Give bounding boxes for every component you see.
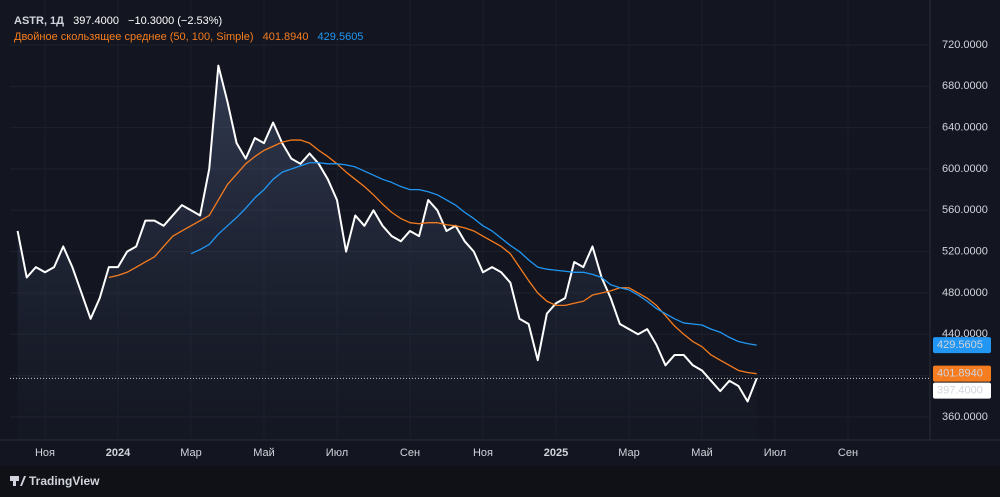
value-tag	[933, 382, 991, 399]
x-tick-label: 2025	[544, 447, 568, 459]
y-tick-label: 560.0000	[942, 204, 988, 216]
x-tick-label: 2024	[106, 447, 131, 459]
y-tick-label: 520.0000	[942, 246, 988, 258]
value-tag	[933, 365, 991, 382]
x-tick-label: Сен	[838, 447, 858, 459]
plot	[10, 64, 930, 441]
series-line	[190, 162, 757, 346]
y-tick-label: 680.0000	[942, 80, 988, 92]
x-tick-label: Май	[691, 447, 713, 459]
value-tag-label: 429.5605	[937, 339, 983, 351]
value-tag-label: 397.4000	[937, 385, 983, 397]
legend-line-1: ASTR, 1Д 397.4000 −10.3000 (−2.53%)	[14, 15, 222, 27]
y-tick-label: 480.0000	[942, 287, 988, 299]
branding: TradingView	[29, 474, 100, 488]
ma-fast-value: 401.8940	[263, 31, 309, 43]
x-tick-label: Ноя	[35, 447, 55, 459]
x-tick-label: Мар	[180, 447, 202, 459]
x-tick-label: Сен	[400, 447, 420, 459]
y-tick-label: 600.0000	[942, 163, 988, 175]
x-tick-label: Июл	[326, 447, 348, 459]
branding-logo	[10, 476, 26, 486]
axis: 360.0000400.0000440.0000480.0000520.0000…	[0, 0, 1000, 459]
symbol: ASTR, 1Д	[14, 15, 64, 27]
series-line	[16, 64, 758, 403]
indicator-name: Двойное скользящее среднее (50, 100, Sim…	[14, 31, 254, 43]
price-area	[17, 65, 757, 441]
series-line	[108, 139, 757, 375]
legend-line-2: Двойное скользящее среднее (50, 100, Sim…	[14, 31, 363, 43]
x-tick-label: Июл	[764, 447, 786, 459]
y-tick-label: 360.0000	[942, 411, 988, 423]
ma-slow-value: 429.5605	[318, 31, 364, 43]
price-change: −10.3000 (−2.53%)	[128, 15, 222, 27]
footer-band	[0, 466, 1000, 497]
x-tick-label: Май	[253, 447, 275, 459]
y-tick-label: 640.0000	[942, 122, 988, 134]
last-price: 397.4000	[73, 15, 119, 27]
x-tick-label: Ноя	[473, 447, 493, 459]
value-tag-label: 401.8940	[937, 368, 983, 380]
value-tag	[933, 337, 991, 354]
x-tick-label: Мар	[618, 447, 640, 459]
y-tick-label: 720.0000	[942, 39, 988, 51]
